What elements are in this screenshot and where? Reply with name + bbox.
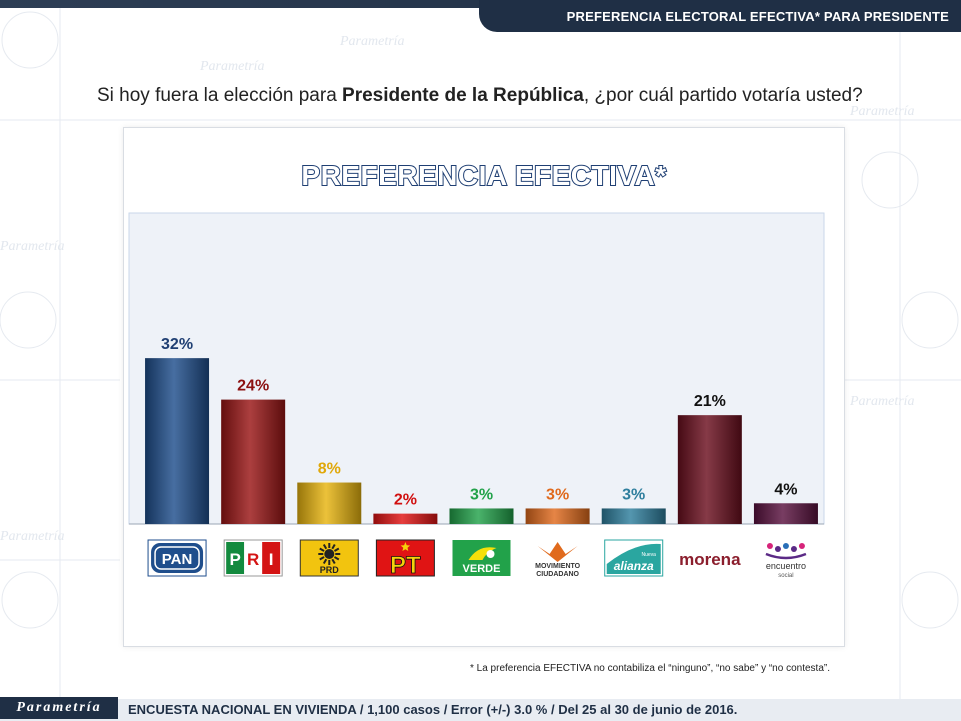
svg-text:I: I [269,550,274,569]
svg-text:PAN: PAN [162,551,193,568]
bar-pri [221,399,286,524]
svg-text:Parametría: Parametría [199,59,265,74]
bar-pan [145,358,210,524]
svg-text:alianza: alianza [614,559,654,573]
bottom-bar [0,699,961,721]
svg-text:morena: morena [679,550,741,569]
svg-text:VERDE: VERDE [463,563,501,575]
question-suffix: , ¿por cuál partido votaría usted? [583,85,863,106]
bar-movimiento-ciudadano [525,508,590,524]
svg-text:Parametría: Parametría [0,529,65,544]
bar-encuentro-social [753,503,818,524]
data-label: 8% [318,461,341,478]
chart-panel: PREFERENCIA EFECTIVA* 32% 24% 8% 2% 3% 3% 3% 21… [123,127,845,647]
data-label: 2% [394,492,417,509]
header-tab: PREFERENCIA ELECTORAL EFECTIVA* PARA PRE… [479,0,961,32]
question-text: Si hoy fuera la elección para Presidente… [97,85,863,107]
svg-text:MOVIMIENTO: MOVIMIENTO [535,563,581,570]
prd-logo: PRD [299,539,359,577]
encuentro-social-logo: encuentro social [765,543,807,579]
svg-text:Parametría: Parametría [0,239,65,254]
data-label: 32% [161,336,193,353]
verde-logo: VERDE [452,540,511,576]
bar-morena [677,415,742,524]
brand-logo: Parametría [0,697,118,719]
header-title: PREFERENCIA ELECTORAL EFECTIVA* PARA PRE… [566,8,949,24]
bar-prd [297,482,362,524]
svg-text:encuentro: encuentro [766,561,806,571]
svg-text:PRD: PRD [320,565,340,575]
bar-chart: 32% 24% 8% 2% 3% 3% 3% 21% 4% PAN P R I PRD PT VERDE MOV… [128,212,825,579]
svg-text:Parametría: Parametría [849,394,915,409]
data-label: 4% [774,481,797,498]
footnote: * La preferencia EFECTIVA no contabiliza… [469,663,830,674]
svg-text:P: P [229,550,240,569]
pt-logo: PT [375,539,435,579]
pan-logo: PAN [147,539,207,577]
svg-text:PT: PT [390,552,421,579]
data-label: 21% [694,393,726,410]
chart-title: PREFERENCIA EFECTIVA* [300,159,667,192]
bar-alianza [601,508,666,524]
question-prefix: Si hoy fuera la elección para [97,85,343,106]
svg-text:CIUDADANO: CIUDADANO [536,571,579,578]
bar-pt [373,513,438,524]
svg-text:R: R [247,550,259,569]
svg-text:Parametría: Parametría [339,34,405,49]
data-label: 3% [546,486,569,503]
brand-name: Parametría [16,700,102,715]
data-label: 3% [470,486,493,503]
data-label: 3% [622,486,645,503]
survey-info: ENCUESTA NACIONAL EN VIVIENDA / 1,100 ca… [128,702,738,717]
svg-text:social: social [778,573,793,579]
svg-text:Nueva: Nueva [641,552,656,558]
question-bold: Presidente de la República [342,85,584,106]
bar-verde [449,508,514,524]
data-label: 24% [237,378,269,395]
morena-logo: morena [679,550,741,569]
